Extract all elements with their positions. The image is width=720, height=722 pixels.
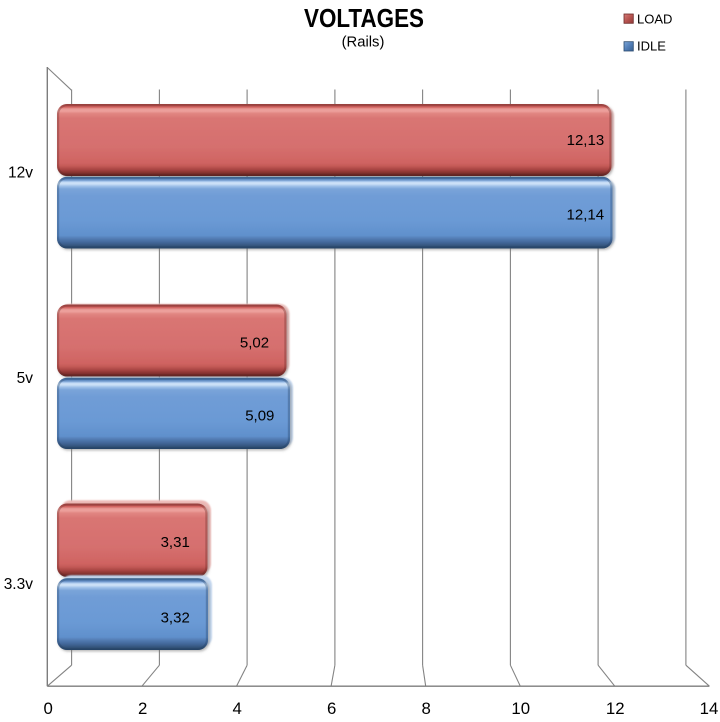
- svg-text:2: 2: [138, 699, 147, 718]
- svg-text:3.3v: 3.3v: [4, 576, 34, 593]
- svg-text:12,14: 12,14: [567, 207, 605, 224]
- svg-text:12: 12: [606, 699, 625, 718]
- svg-text:5v: 5v: [17, 370, 34, 387]
- svg-text:10: 10: [511, 699, 530, 718]
- svg-text:(Rails): (Rails): [342, 35, 385, 51]
- svg-text:14: 14: [700, 699, 719, 718]
- svg-text:4: 4: [233, 699, 242, 718]
- svg-text:12,13: 12,13: [567, 132, 605, 149]
- svg-text:12v: 12v: [8, 165, 33, 182]
- svg-text:5,09: 5,09: [245, 408, 274, 425]
- svg-text:6: 6: [327, 699, 336, 718]
- svg-text:3,32: 3,32: [161, 610, 190, 627]
- svg-text:3,31: 3,31: [161, 534, 190, 551]
- svg-text:5,02: 5,02: [240, 335, 269, 352]
- svg-text:LOAD: LOAD: [637, 11, 672, 26]
- svg-text:VOLTAGES: VOLTAGES: [304, 5, 424, 34]
- svg-text:0: 0: [44, 699, 53, 718]
- svg-text:8: 8: [422, 699, 431, 718]
- svg-text:IDLE: IDLE: [637, 39, 666, 54]
